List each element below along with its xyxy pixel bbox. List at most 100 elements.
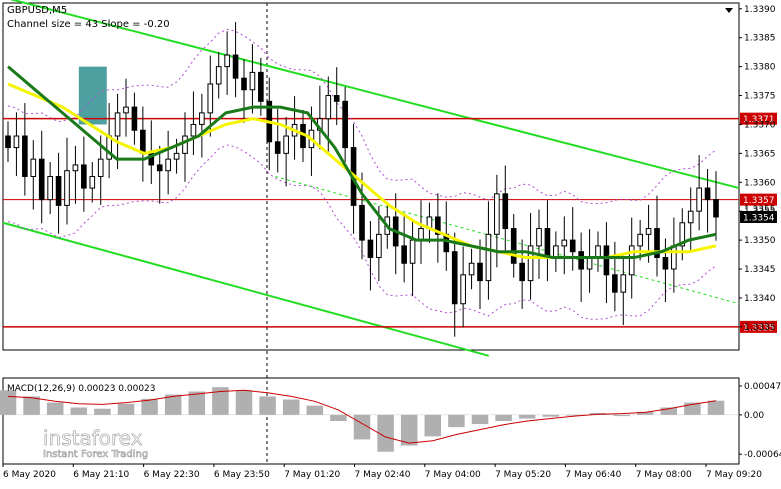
candle-body-76: [645, 228, 652, 235]
candle-body-60: [510, 228, 517, 264]
macd-tick-label-1: 0.00: [744, 411, 764, 421]
candle-body-8: [72, 164, 79, 172]
macd-hist-bar-8: [188, 391, 206, 415]
candle-body-55: [468, 262, 475, 276]
level-badge-1: [740, 193, 777, 206]
macd-hist-bar-22: [518, 414, 536, 419]
price-tick-label-11: 1.3335: [744, 323, 776, 333]
macd-label: MACD(12,26,9) 0.00023 0.00023: [7, 384, 156, 394]
candle-body-25: [215, 66, 222, 85]
price-tick-label-10: 1.3340: [744, 294, 776, 304]
level-badge-2: [740, 320, 777, 333]
level-badge-label-1: 1.3357: [743, 196, 775, 206]
candle-body-67: [569, 239, 576, 253]
candle-body-11: [97, 158, 104, 177]
moving-averages-layer: [7, 65, 717, 259]
chart-symbol-label: GBPUSD,M5: [7, 5, 67, 16]
candle-body-40: [342, 100, 348, 149]
candle-body-3: [30, 158, 37, 177]
candle-body-44: [376, 233, 382, 258]
macd-hist-bar-20: [471, 414, 489, 425]
highlight-layer: [78, 66, 107, 125]
macd-hist-bar-18: [424, 414, 442, 437]
price-tick-label-8: 1.3350: [744, 236, 776, 246]
candle-body-48: [409, 239, 416, 264]
macd-hist-bar-11: [259, 396, 276, 415]
time-tick-label-8: 7 May 06:40: [565, 470, 621, 480]
candle-body-54: [460, 274, 466, 305]
macd-hist-bar-27: [636, 411, 654, 415]
time-tick-label-0: 6 May 2020: [3, 470, 56, 480]
candle-body-5: [47, 176, 53, 201]
candle-body-71: [603, 245, 610, 276]
macd-pane-frame: [2, 377, 740, 465]
macd-hist-bar-19: [448, 414, 465, 428]
candle-body-59: [502, 193, 509, 230]
candle-body-81: [687, 210, 694, 224]
time-tick-label-4: 7 May 01:20: [284, 470, 340, 480]
candle-body-6: [55, 176, 62, 206]
candle-body-27: [232, 54, 239, 79]
candle-body-80: [679, 222, 686, 247]
macd-hist-bar-23: [542, 414, 560, 417]
candle-body-42: [359, 204, 365, 241]
channel-info-label: Channel size = 43 Slope = -0.20: [7, 19, 170, 30]
candle-body-26: [224, 54, 230, 68]
candle-body-29: [249, 71, 256, 91]
logo-icon: [8, 423, 38, 453]
level-badge-label-0: 1.3371: [743, 115, 775, 125]
candle-body-74: [628, 245, 635, 276]
macd-hist-bar-2: [46, 402, 64, 415]
candle-body-57: [485, 233, 492, 282]
candle-body-66: [561, 239, 568, 247]
macd-hist-bar-26: [613, 414, 630, 417]
candle-body-2: [22, 135, 28, 177]
candle-body-68: [578, 251, 584, 270]
axis-layer: 1.3390 1.3385 1.3380 1.3375 1.3370 1.3365 1.33…: [2, 5, 781, 480]
candle-body-16: [140, 129, 146, 154]
candle-body-38: [325, 95, 332, 120]
current-price-label: 1.3354: [743, 213, 775, 223]
macd-hist-bar-5: [117, 403, 135, 415]
candle-body-20: [173, 152, 180, 160]
macd-hist-bar-12: [282, 399, 300, 415]
macd-tick-label-0: 0.00047: [744, 382, 781, 392]
macd-signal-line: [7, 389, 717, 444]
candle-body-75: [637, 233, 643, 247]
time-tick-label-1: 6 May 21:10: [73, 470, 129, 480]
candle-body-32: [274, 141, 281, 154]
candle-body-23: [199, 112, 205, 125]
candle-body-18: [156, 164, 163, 172]
current-price-badge: [740, 210, 777, 223]
candle-body-53: [451, 251, 458, 305]
logo-tagline: Instant Forex Trading: [43, 449, 148, 460]
candle-body-30: [258, 71, 264, 102]
candle-body-33: [283, 135, 289, 154]
chevron-down-icon[interactable]: [725, 8, 733, 13]
macd-layer: [0, 387, 739, 452]
main-pane-frame: [2, 2, 740, 351]
instaforex-logo: instaforex Instant Forex Trading: [8, 423, 148, 460]
price-tick-label-6: 1.3360: [744, 178, 776, 188]
level-badge-0: [740, 112, 777, 125]
time-tick-label-5: 7 May 02:40: [355, 470, 411, 480]
candle-body-65: [553, 245, 559, 258]
macd-hist-bar-14: [330, 414, 347, 421]
macd-hist-bar-7: [164, 394, 182, 415]
macd-hist-bar-17: [400, 414, 418, 446]
time-tick-label-6: 7 May 04:00: [425, 470, 481, 480]
candle-body-39: [333, 95, 340, 102]
time-tick-label-10: 7 May 09:20: [706, 470, 762, 480]
candle-body-78: [662, 256, 669, 270]
macd-tick-label-2: -0.00064: [744, 450, 781, 460]
macd-hist-bar-13: [306, 405, 324, 415]
candle-body-69: [586, 256, 593, 270]
time-tick-label-7: 7 May 05:20: [495, 470, 551, 480]
channel-upper-line: [9, 0, 740, 190]
candle-body-21: [182, 135, 188, 154]
candle-body-61: [519, 262, 525, 282]
candle-body-7: [64, 170, 70, 206]
candle-body-84: [713, 199, 719, 218]
extra-price-label: 1.3355: [744, 205, 776, 215]
